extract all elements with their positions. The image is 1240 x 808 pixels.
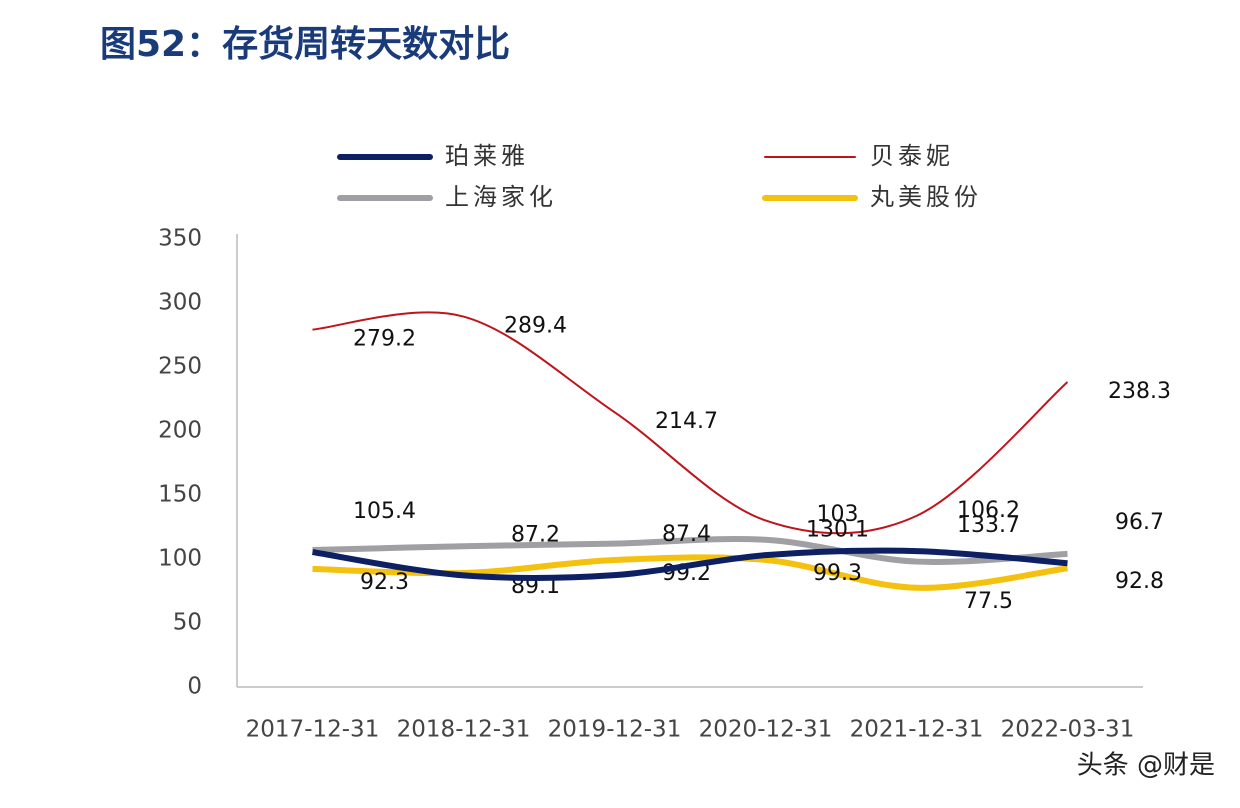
value-label: 133.7 [957,513,1020,538]
y-tick-label: 200 [158,418,202,444]
y-tick-label: 50 [173,610,202,636]
value-label: 103 [817,502,859,527]
y-tick-label: 250 [158,354,202,380]
x-tick-label: 2017-12-31 [246,717,380,743]
value-label: 92.8 [1115,569,1164,594]
y-tick-label: 0 [187,674,202,700]
x-tick-label: 2018-12-31 [397,717,531,743]
value-label: 238.3 [1108,379,1171,404]
series-line [312,535,1068,565]
y-tick-label: 150 [158,482,202,508]
chart-title: 图52：存货周转天数对比 [100,24,510,65]
series-line [312,547,1068,581]
legend-label: 上海家化 [445,183,557,211]
y-tick-label: 300 [158,290,202,316]
series-line [312,311,1069,535]
value-label: 92.3 [360,570,409,595]
y-tick-label: 100 [158,546,202,572]
watermark: 头条 @财是 [1077,751,1215,781]
y-tick-label: 350 [158,226,202,252]
value-label: 279.2 [353,327,416,352]
legend-label: 贝泰妮 [870,142,954,170]
value-label: 77.5 [964,589,1013,614]
x-tick-label: 2022-03-31 [1001,717,1135,743]
value-label: 289.4 [504,314,567,339]
value-label: 130.1 [806,517,869,542]
value-label: 87.4 [662,522,711,547]
value-label: 105.4 [353,499,416,524]
x-tick-label: 2020-12-31 [699,717,833,743]
legend-label: 珀莱雅 [445,142,529,170]
value-label: 214.7 [655,409,718,434]
value-label: 106.2 [957,498,1020,523]
x-tick-label: 2021-12-31 [850,717,984,743]
legend-label: 丸美股份 [870,183,982,211]
value-label: 87.2 [511,522,560,547]
x-tick-label: 2019-12-31 [548,717,682,743]
value-label: 99.3 [813,561,862,586]
value-label: 96.7 [1115,510,1164,535]
